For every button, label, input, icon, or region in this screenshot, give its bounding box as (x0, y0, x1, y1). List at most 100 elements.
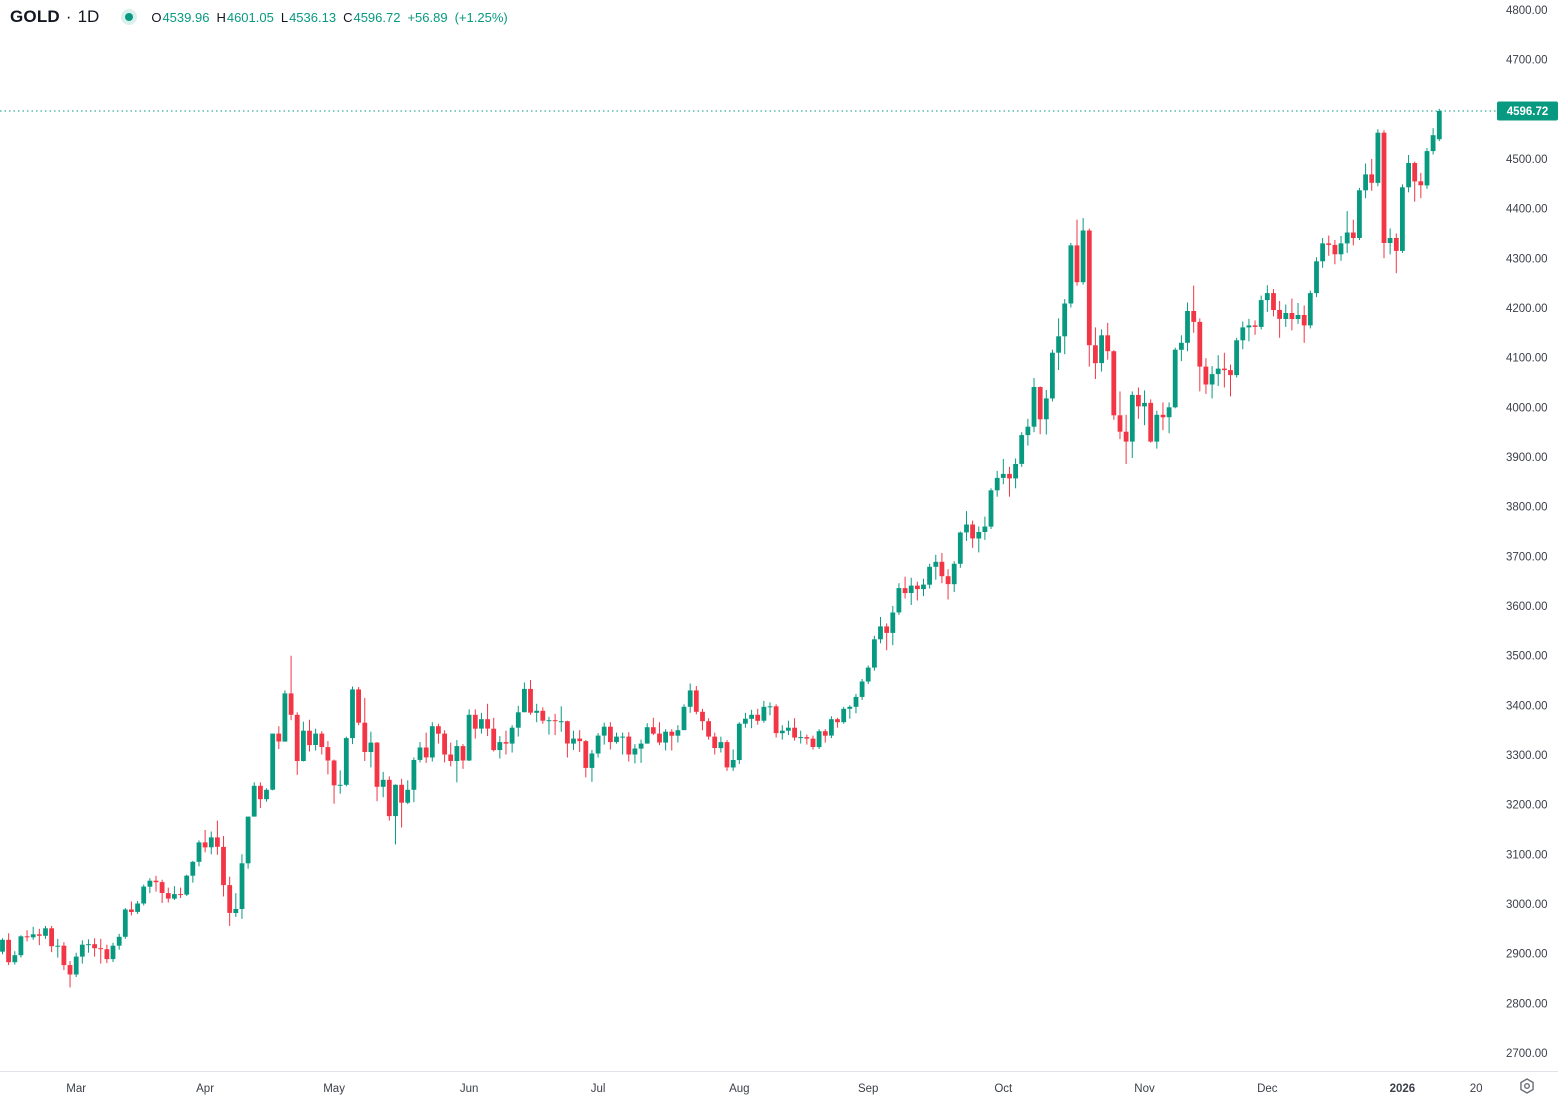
candle[interactable] (939, 552, 945, 584)
candle[interactable] (872, 635, 877, 671)
candle[interactable] (380, 771, 386, 798)
candle[interactable] (1283, 304, 1289, 327)
candle[interactable] (1068, 242, 1074, 308)
candle[interactable] (1179, 335, 1184, 362)
time-axis[interactable]: Mar Apr May Jun Jul Aug Sep Oct Nov Dec 2026 20 (66, 1083, 1482, 1095)
candle[interactable] (626, 732, 632, 762)
candle[interactable] (693, 686, 699, 715)
candle[interactable] (393, 784, 398, 845)
candle[interactable] (343, 736, 349, 787)
candle[interactable] (503, 730, 509, 755)
candle[interactable] (1191, 285, 1197, 333)
candle[interactable] (890, 606, 896, 646)
candle[interactable] (608, 722, 613, 750)
candle[interactable] (964, 511, 969, 541)
candle[interactable] (307, 719, 312, 752)
candle[interactable] (184, 874, 190, 897)
candle[interactable] (1142, 390, 1147, 426)
candle[interactable] (786, 720, 791, 736)
candle[interactable] (669, 729, 675, 751)
candle[interactable] (147, 878, 153, 894)
candle[interactable] (129, 901, 134, 916)
candle[interactable] (829, 716, 834, 739)
candle[interactable] (1203, 358, 1209, 394)
candle[interactable] (313, 728, 318, 751)
candle[interactable] (73, 952, 79, 977)
candle[interactable] (1381, 130, 1387, 259)
candle[interactable] (522, 682, 527, 713)
candle[interactable] (325, 741, 331, 775)
candle[interactable] (1332, 240, 1338, 265)
candle[interactable] (1406, 155, 1411, 193)
candle[interactable] (509, 725, 515, 753)
candle[interactable] (546, 716, 552, 735)
candle[interactable] (908, 577, 914, 605)
candle[interactable] (976, 526, 982, 553)
candle[interactable] (1209, 366, 1215, 399)
candle[interactable] (657, 722, 662, 746)
candle[interactable] (1314, 257, 1319, 298)
candle[interactable] (368, 731, 374, 768)
candle[interactable] (141, 884, 147, 906)
candle[interactable] (221, 836, 226, 897)
candle[interactable] (1436, 108, 1442, 142)
candle[interactable] (1093, 327, 1098, 379)
candle[interactable] (1166, 402, 1172, 434)
candle[interactable] (319, 731, 325, 755)
candle[interactable] (479, 712, 484, 734)
candle[interactable] (18, 935, 24, 958)
candle[interactable] (730, 749, 736, 771)
candle[interactable] (1099, 329, 1104, 372)
candle[interactable] (233, 893, 239, 917)
candle[interactable] (417, 742, 423, 763)
candle[interactable] (982, 516, 988, 540)
candle[interactable] (1289, 298, 1295, 331)
candle[interactable] (755, 708, 761, 725)
candle[interactable] (159, 879, 165, 903)
candle[interactable] (245, 816, 251, 869)
candle[interactable] (1172, 347, 1178, 409)
candle[interactable] (1234, 337, 1239, 378)
candle[interactable] (491, 717, 497, 752)
candle[interactable] (36, 928, 42, 946)
candle[interactable] (712, 732, 718, 755)
candle[interactable] (792, 718, 797, 741)
candle[interactable] (86, 939, 91, 953)
candle[interactable] (466, 709, 472, 761)
candle[interactable] (1320, 238, 1325, 268)
candle[interactable] (810, 735, 816, 750)
candle[interactable] (1123, 414, 1129, 464)
candle[interactable] (172, 886, 177, 900)
candle[interactable] (202, 830, 208, 853)
market-status-icon[interactable] (121, 9, 138, 25)
candle[interactable] (700, 708, 705, 731)
candle[interactable] (116, 933, 122, 950)
candle[interactable] (79, 940, 85, 964)
candle[interactable] (0, 938, 5, 955)
candle[interactable] (1350, 219, 1356, 246)
candle[interactable] (687, 683, 693, 713)
candle[interactable] (251, 782, 257, 817)
candle[interactable] (896, 583, 902, 615)
candle[interactable] (1246, 318, 1252, 342)
candle[interactable] (264, 788, 269, 802)
candle[interactable] (1326, 235, 1332, 256)
candle[interactable] (1271, 289, 1276, 317)
candle[interactable] (1258, 295, 1264, 330)
candle[interactable] (1197, 318, 1203, 392)
candle[interactable] (552, 713, 558, 736)
candle[interactable] (282, 690, 288, 742)
candle[interactable] (454, 740, 460, 783)
candle[interactable] (957, 531, 963, 568)
candle[interactable] (638, 739, 644, 763)
candle[interactable] (356, 687, 361, 726)
candle[interactable] (227, 876, 233, 926)
candle[interactable] (583, 740, 589, 778)
candle[interactable] (1418, 172, 1424, 199)
candle[interactable] (350, 686, 355, 745)
candle[interactable] (276, 726, 282, 749)
candle[interactable] (104, 944, 110, 964)
candle[interactable] (749, 709, 754, 729)
candle[interactable] (1185, 302, 1190, 352)
candle[interactable] (558, 706, 564, 732)
